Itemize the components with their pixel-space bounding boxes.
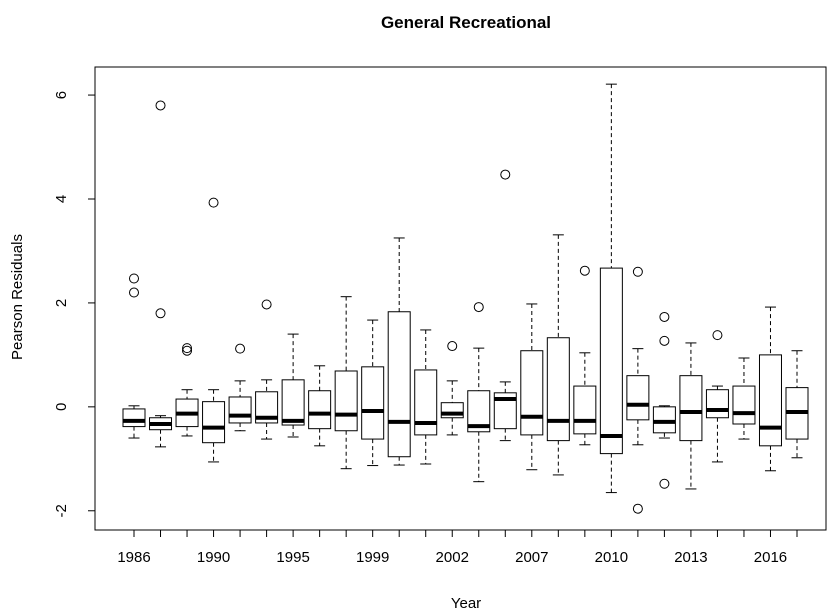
box xyxy=(334,370,358,432)
box xyxy=(493,392,517,430)
outlier xyxy=(129,287,139,298)
box xyxy=(546,337,570,442)
box xyxy=(705,389,729,419)
x-tick-label: 1990 xyxy=(197,549,230,566)
outlier xyxy=(447,341,458,352)
outlier xyxy=(659,478,670,489)
outlier xyxy=(155,308,166,319)
box xyxy=(626,375,650,421)
box xyxy=(122,408,146,428)
plot-frame xyxy=(94,66,827,531)
box xyxy=(732,385,756,425)
box xyxy=(599,267,623,455)
outlier xyxy=(235,343,246,354)
outlier xyxy=(659,311,670,322)
x-tick-label: 2010 xyxy=(595,549,628,566)
outlier xyxy=(182,345,193,356)
outlier xyxy=(155,100,166,111)
outlier xyxy=(659,335,670,346)
box xyxy=(652,406,676,434)
y-tick-label: 0 xyxy=(53,403,70,411)
x-tick-label: 1986 xyxy=(117,549,150,566)
box xyxy=(228,396,252,424)
outlier xyxy=(261,299,272,310)
y-tick-label: 4 xyxy=(53,195,70,203)
x-axis-label: Year xyxy=(451,595,481,612)
box xyxy=(573,385,597,435)
outlier xyxy=(182,343,193,354)
box xyxy=(387,311,411,458)
x-tick-label: 1999 xyxy=(356,549,389,566)
box xyxy=(414,369,438,436)
outlier xyxy=(473,302,484,313)
x-tick-label: 1995 xyxy=(276,549,309,566)
outlier xyxy=(712,330,723,341)
box xyxy=(758,354,782,447)
outlier xyxy=(500,169,511,180)
box xyxy=(520,350,544,436)
y-axis-label: Pearson Residuals xyxy=(9,234,26,360)
box xyxy=(281,379,305,426)
x-tick-label: 2002 xyxy=(436,549,469,566)
box xyxy=(467,390,491,433)
x-tick-label: 2013 xyxy=(674,549,707,566)
outlier xyxy=(632,266,643,277)
y-tick-label: 2 xyxy=(53,299,70,307)
chart-title: General Recreational xyxy=(381,13,551,32)
box xyxy=(255,391,279,424)
y-tick-label: -2 xyxy=(53,504,70,517)
outlier xyxy=(208,197,219,208)
x-tick-label: 2016 xyxy=(754,549,787,566)
x-tick-label: 2007 xyxy=(515,549,548,566)
y-tick-label: 6 xyxy=(53,91,70,99)
box xyxy=(202,401,226,444)
box xyxy=(361,366,385,440)
outlier xyxy=(579,265,590,276)
outlier xyxy=(632,503,643,514)
box xyxy=(679,375,703,442)
outlier xyxy=(129,273,139,284)
box xyxy=(308,390,332,430)
